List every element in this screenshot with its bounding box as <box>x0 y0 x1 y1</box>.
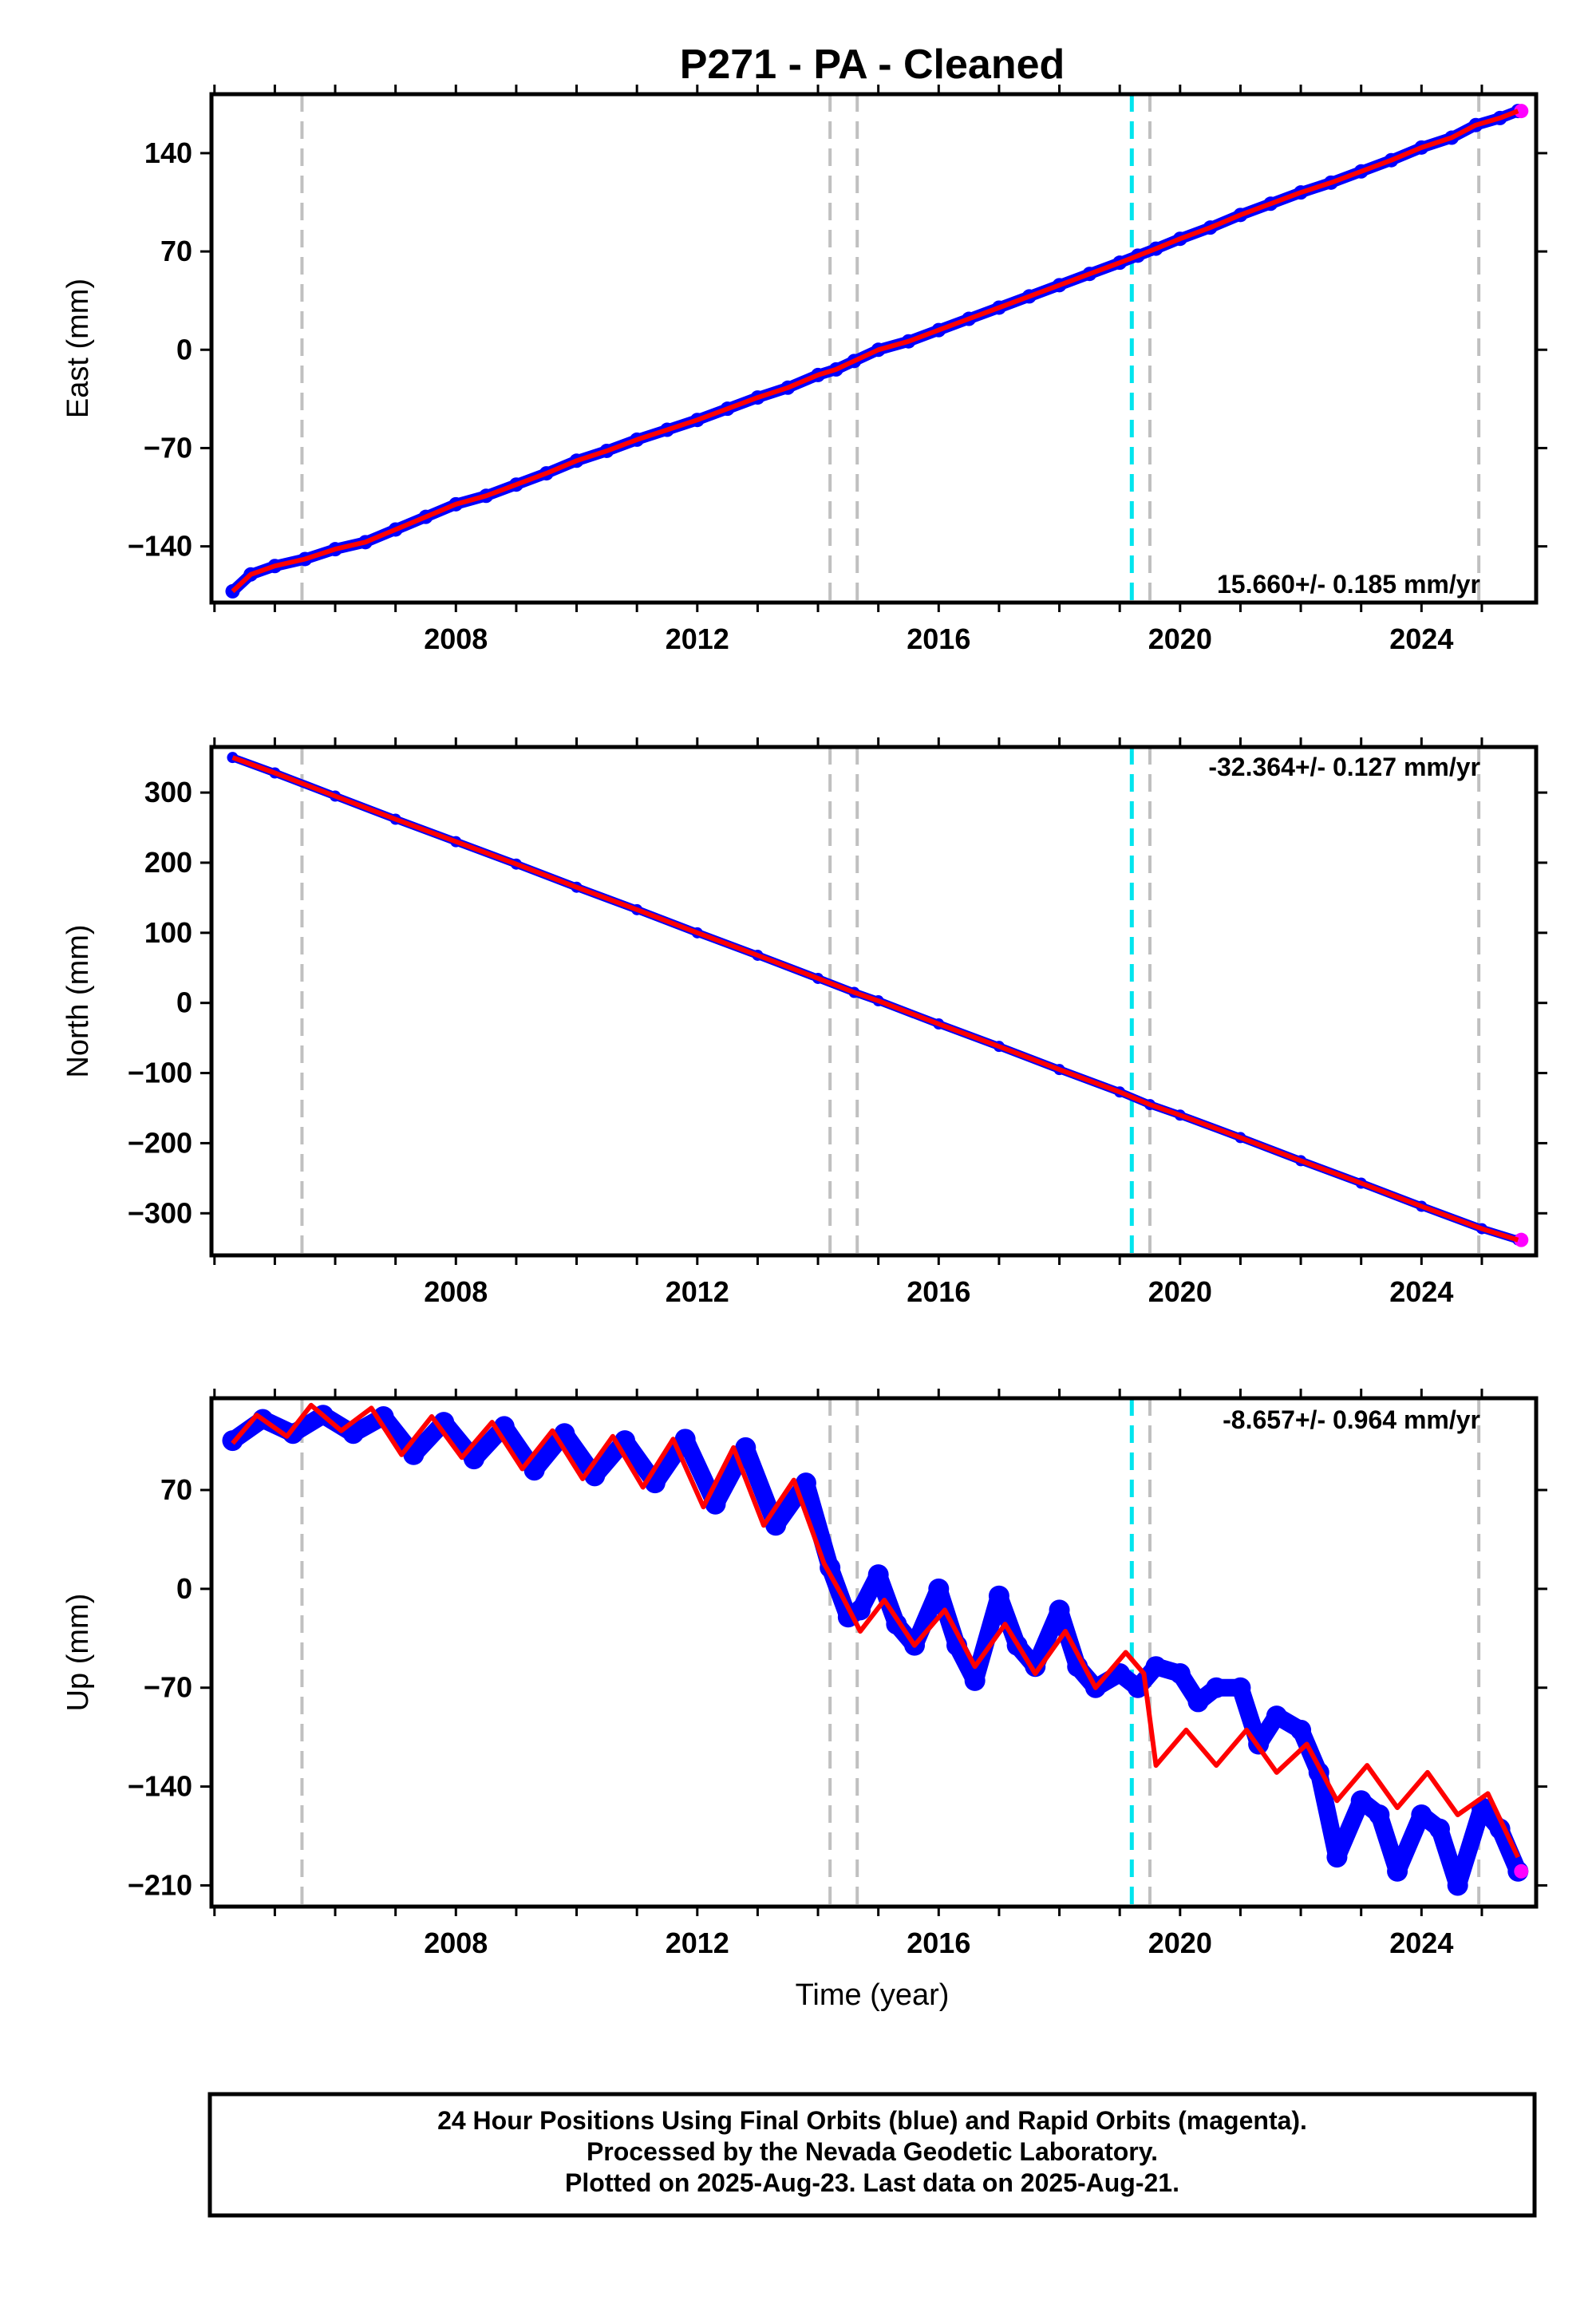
data-point <box>1447 1875 1468 1896</box>
rate-label: -8.657+/- 0.964 mm/yr <box>1223 1405 1480 1434</box>
data-point <box>795 1472 816 1494</box>
data-point <box>705 1493 726 1515</box>
data-point <box>988 1585 1009 1607</box>
y-tick-label: −140 <box>128 530 192 563</box>
data-point <box>849 1599 871 1621</box>
data-point <box>765 1515 787 1536</box>
model-fit-line <box>231 755 1519 1243</box>
footer-line-3: Plotted on 2025-Aug-23. Last data on 202… <box>565 2168 1179 2197</box>
x-tick-label: 2012 <box>666 1275 729 1308</box>
y-tick-label: 300 <box>144 776 192 808</box>
data-point <box>1230 1677 1251 1698</box>
x-tick-label: 2024 <box>1389 622 1453 655</box>
x-tick-label: 2024 <box>1389 1275 1453 1308</box>
x-axis-label: Time (year) <box>796 1978 950 2012</box>
data-point <box>1387 1860 1408 1882</box>
x-tick-label: 2016 <box>907 1275 970 1308</box>
x-tick-label: 2012 <box>666 1927 729 1959</box>
figure-title: P271 - PA - Cleaned <box>680 41 1065 88</box>
plot-area <box>225 94 1529 603</box>
y-tick-label: 100 <box>144 916 192 949</box>
y-tick-label: −70 <box>144 431 192 464</box>
rapid-orbit-point <box>1514 1232 1529 1247</box>
data-point <box>1145 1656 1167 1678</box>
data-point <box>1350 1790 1372 1812</box>
y-tick-label: 140 <box>144 136 192 169</box>
x-tick-label: 2016 <box>907 1927 970 1959</box>
x-tick-label: 2016 <box>907 622 970 655</box>
data-point <box>735 1437 757 1458</box>
final-orbit-series <box>223 1406 1527 1895</box>
data-point <box>1169 1663 1191 1685</box>
y-tick-label: −300 <box>128 1196 192 1229</box>
x-tick-label: 2020 <box>1148 1927 1212 1959</box>
east-panel: 140 70 0 −70 −140 2008 2012 2016 2020 2024 East (m… <box>61 85 1547 655</box>
y-axis-label: North (mm) <box>61 924 95 1077</box>
data-point <box>1411 1804 1432 1825</box>
panel-frame <box>209 92 1539 605</box>
y-tick-label: −140 <box>128 1770 192 1803</box>
y-tick-label: 70 <box>160 1473 192 1506</box>
y-tick-label: −70 <box>144 1671 192 1704</box>
data-point <box>1187 1691 1209 1713</box>
x-tick-label: 2008 <box>424 1275 488 1308</box>
data-point <box>282 1423 304 1445</box>
y-tick-label: 0 <box>176 986 192 1019</box>
data-point <box>1326 1847 1348 1868</box>
x-tick-label: 2020 <box>1148 622 1212 655</box>
data-point <box>1206 1677 1227 1698</box>
data-point <box>1266 1705 1287 1727</box>
model-fit-line <box>231 1402 1521 1859</box>
data-point <box>1369 1804 1390 1825</box>
north-panel: 300 200 100 0 −100 −200 −300 2008 2012 2016 2020 20… <box>61 737 1547 1308</box>
model-fit-line <box>231 109 1519 594</box>
data-point <box>523 1460 545 1481</box>
y-tick-label: 0 <box>176 333 192 366</box>
footer-line-2: Processed by the Nevada Geodetic Laborat… <box>587 2137 1158 2166</box>
y-axis-label: East (mm) <box>61 279 95 418</box>
data-point <box>964 1670 986 1691</box>
panel-frame <box>209 1396 1539 1909</box>
x-tick-label: 2008 <box>424 622 488 655</box>
rapid-orbit-point <box>1514 1863 1529 1879</box>
x-tick-label: 2020 <box>1148 1275 1212 1308</box>
up-panel: 70 0 −70 −140 −210 2008 2012 2016 2020 2024 Up (mm… <box>61 1389 1547 1959</box>
y-axis-label: Up (mm) <box>61 1594 95 1712</box>
data-point <box>463 1448 484 1470</box>
plot-area <box>227 747 1529 1255</box>
y-tick-label: 200 <box>144 846 192 879</box>
footer-box: 24 Hour Positions Using Final Orbits (bl… <box>207 2092 1537 2218</box>
footer-line-1: 24 Hour Positions Using Final Orbits (bl… <box>437 2106 1307 2135</box>
data-point <box>928 1578 950 1599</box>
rapid-orbit-point <box>1514 104 1529 119</box>
y-tick-label: −210 <box>128 1868 192 1901</box>
y-tick-label: −200 <box>128 1126 192 1159</box>
data-point <box>674 1429 696 1450</box>
x-tick-label: 2008 <box>424 1927 488 1959</box>
data-point <box>1290 1719 1312 1741</box>
plot-area <box>222 1398 1529 1907</box>
rate-label: -32.364+/- 0.127 mm/yr <box>1208 753 1480 781</box>
y-tick-label: 0 <box>176 1572 192 1605</box>
y-tick-label: 70 <box>160 235 192 267</box>
data-point <box>1049 1599 1070 1621</box>
x-tick-label: 2024 <box>1389 1927 1453 1959</box>
panel-frame <box>209 745 1539 1258</box>
data-point <box>1428 1818 1450 1840</box>
y-tick-label: −100 <box>128 1057 192 1089</box>
x-tick-label: 2012 <box>666 622 729 655</box>
footer-frame <box>207 2092 1537 2218</box>
data-point <box>867 1564 889 1586</box>
rate-label: 15.660+/- 0.185 mm/yr <box>1217 570 1480 599</box>
